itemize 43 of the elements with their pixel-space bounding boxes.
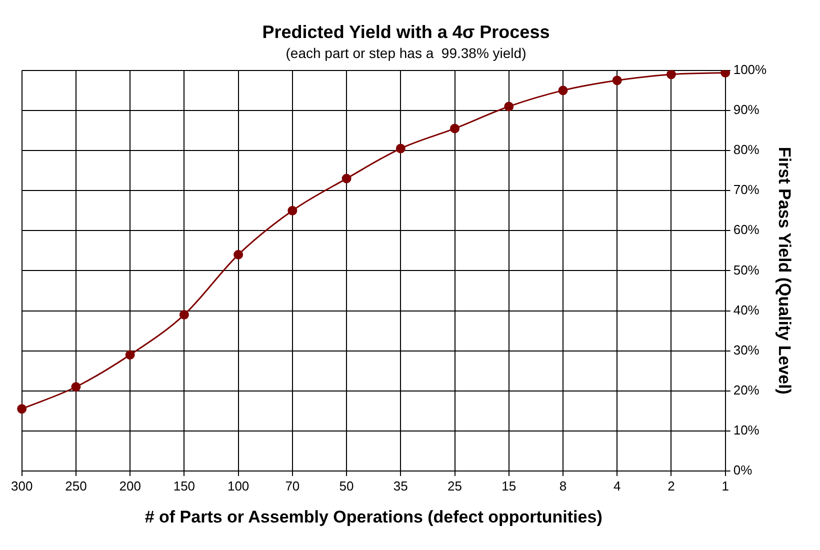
y-tick-label: 30% <box>733 342 760 358</box>
point <box>288 206 298 216</box>
x-tick-label: 15 <box>502 478 516 494</box>
chart-subtitle: (each part or step has a 99.38% yield) <box>286 44 526 61</box>
point <box>179 310 189 320</box>
x-tick-label: 100 <box>227 478 250 494</box>
x-tick-label: 300 <box>10 478 33 494</box>
y-tick-label: 20% <box>733 382 760 398</box>
point <box>71 382 81 392</box>
x-tick-label: 35 <box>393 478 408 494</box>
y-tick-label: 90% <box>733 102 760 118</box>
point <box>720 70 730 78</box>
y-tick-label: 70% <box>733 182 760 198</box>
point <box>450 124 460 134</box>
y-axis-title: First Pass Yield (Quality Level) <box>775 146 794 394</box>
x-tick-label: 200 <box>119 478 141 494</box>
y-tick-label: 50% <box>733 262 760 278</box>
x-tick-label: 2 <box>668 478 675 494</box>
y-tick-label: 0% <box>733 462 753 478</box>
x-tick-label: 250 <box>65 478 87 494</box>
point <box>125 350 135 360</box>
y-tick-label: 10% <box>733 422 760 438</box>
point <box>666 70 676 80</box>
x-tick-label: 4 <box>614 478 621 494</box>
point <box>396 144 406 154</box>
x-tick-label: 150 <box>173 478 196 494</box>
y-tick-label: 100% <box>733 62 768 77</box>
x-tick-label: 25 <box>448 478 462 494</box>
point <box>558 86 568 96</box>
point <box>612 76 622 86</box>
point <box>504 102 514 112</box>
point <box>234 250 244 260</box>
x-tick-label: 8 <box>559 478 567 494</box>
y-tick-label: 60% <box>733 222 760 238</box>
chart-title: Predicted Yield with a 4σ Process <box>262 22 550 42</box>
x-tick-label: 1 <box>722 478 729 494</box>
x-axis-title: # of Parts or Assembly Operations (defect opportunities) <box>144 507 602 526</box>
y-tick-label: 80% <box>733 142 760 158</box>
x-tick-label: 50 <box>339 478 354 494</box>
point <box>342 174 352 184</box>
y-tick-label: 40% <box>733 302 760 318</box>
x-tick-label: 70 <box>285 478 300 494</box>
point <box>17 404 27 414</box>
